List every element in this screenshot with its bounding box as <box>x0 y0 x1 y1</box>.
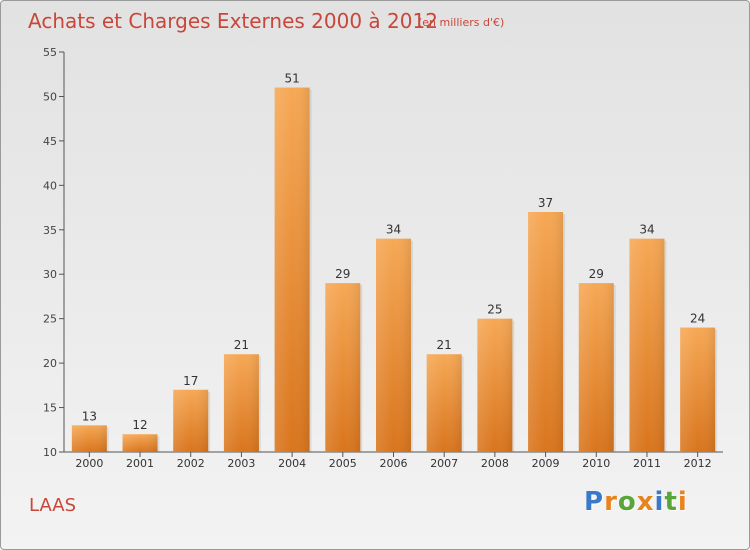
bar-shade <box>578 283 614 452</box>
y-tick-label: 40 <box>43 179 57 192</box>
x-tick-label: 2006 <box>380 457 408 470</box>
bar-shade <box>477 318 513 452</box>
bar-shade <box>528 212 564 452</box>
location-label: LAAS <box>29 495 76 516</box>
bar-value-label: 34 <box>386 223 401 237</box>
x-tick-label: 2010 <box>582 457 610 470</box>
y-tick-label: 25 <box>43 313 57 326</box>
x-tick-label: 2002 <box>177 457 205 470</box>
y-tick-label: 50 <box>43 90 57 103</box>
logo-letter: r <box>604 487 618 517</box>
bar-shade <box>173 389 209 452</box>
bar-shade <box>325 283 361 452</box>
logo-letter: t <box>664 487 678 517</box>
x-tick-label: 2012 <box>684 457 712 470</box>
bar-value-label: 24 <box>690 312 705 326</box>
chart-title: Achats et Charges Externes 2000 à 2012 <box>28 9 438 33</box>
bar-value-label: 29 <box>589 267 604 281</box>
y-tick-label: 35 <box>43 224 57 237</box>
y-tick-label: 20 <box>43 357 57 370</box>
bar-value-label: 21 <box>234 338 249 352</box>
proxiti-logo: Proxiti <box>584 487 688 517</box>
y-tick-label: 15 <box>43 402 57 415</box>
logo-letter: P <box>584 487 605 517</box>
x-tick-label: 2004 <box>278 457 306 470</box>
bar-shade <box>376 238 411 452</box>
y-tick-label: 10 <box>43 446 57 459</box>
bar-value-label: 21 <box>437 338 452 352</box>
x-tick-label: 2008 <box>481 457 509 470</box>
bar-value-label: 13 <box>82 409 97 423</box>
bar-value-label: 12 <box>132 418 147 432</box>
x-tick-label: 2009 <box>532 457 560 470</box>
bar-value-label: 25 <box>487 303 502 317</box>
chart-subtitle: (en milliers d'€) <box>418 16 505 29</box>
bar-value-label: 34 <box>639 223 654 237</box>
y-tick-label: 30 <box>43 268 57 281</box>
bar-shade <box>629 238 665 452</box>
y-tick-label: 45 <box>43 135 57 148</box>
bar-value-label: 37 <box>538 196 553 210</box>
x-tick-label: 2011 <box>633 457 661 470</box>
logo-letter: o <box>617 487 637 517</box>
logo-letter: i <box>654 487 665 517</box>
bar-shade <box>223 354 259 452</box>
bar-shade <box>122 434 158 452</box>
bar-shade <box>71 425 107 452</box>
logo-letter: i <box>677 487 688 517</box>
bar-value-label: 17 <box>183 374 198 388</box>
x-tick-label: 2007 <box>430 457 458 470</box>
bar-shade <box>426 354 462 452</box>
x-tick-label: 2003 <box>227 457 255 470</box>
bar-shade <box>680 327 716 452</box>
bar-value-label: 51 <box>284 72 299 86</box>
logo-letter: x <box>636 487 655 517</box>
x-tick-label: 2005 <box>329 457 357 470</box>
y-tick-label: 55 <box>43 46 57 59</box>
bar-shade <box>274 87 310 453</box>
bar-value-label: 29 <box>335 267 350 281</box>
x-tick-label: 2000 <box>75 457 103 470</box>
x-tick-label: 2001 <box>126 457 154 470</box>
